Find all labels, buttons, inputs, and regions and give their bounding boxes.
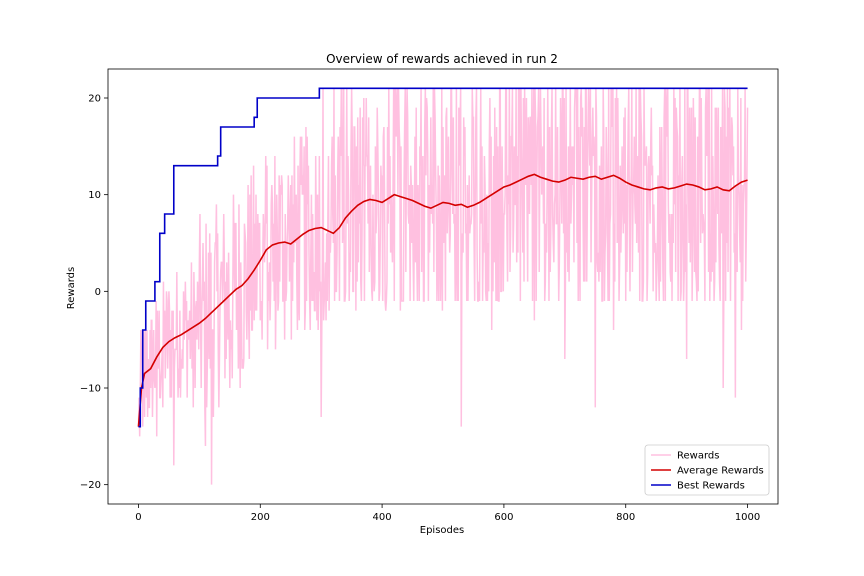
x-tick-label: 400 bbox=[373, 512, 392, 523]
y-tick-label: −10 bbox=[80, 384, 101, 395]
plot-frame bbox=[107, 68, 779, 505]
x-tick-label: 1000 bbox=[735, 512, 760, 523]
legend-entry-label: Rewards bbox=[677, 451, 719, 462]
y-tick-label: 20 bbox=[88, 94, 101, 105]
x-axis-label: Episodes bbox=[420, 525, 464, 536]
y-tick-label: 0 bbox=[95, 287, 101, 298]
series-best-rewards-line bbox=[138, 87, 748, 428]
series-rewards-line bbox=[137, 87, 749, 485]
x-tick-label: 600 bbox=[494, 512, 513, 523]
chart-title: Overview of rewards achieved in run 2 bbox=[326, 52, 558, 66]
legend-entry-label: Average Rewards bbox=[677, 466, 764, 477]
x-tick-label: 800 bbox=[616, 512, 635, 523]
legend-box bbox=[644, 444, 770, 496]
y-axis-label: Rewards bbox=[66, 267, 77, 309]
legend: Rewards Average Rewards Best Rewards bbox=[644, 444, 770, 496]
x-tick-label: 200 bbox=[251, 512, 270, 523]
series-average-rewards-line bbox=[137, 173, 748, 427]
y-tick-label: −20 bbox=[80, 480, 101, 491]
legend-entry-label: Best Rewards bbox=[677, 481, 745, 492]
plot-area bbox=[137, 87, 749, 485]
x-tick-label: 0 bbox=[135, 512, 141, 523]
axes: 0 200 400 600 800 1000 −20 −10 0 10 20 bbox=[80, 68, 779, 523]
y-tick-label: 10 bbox=[88, 190, 101, 201]
